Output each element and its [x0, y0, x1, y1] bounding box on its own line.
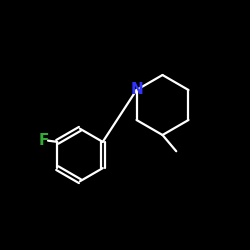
Text: N: N [130, 82, 143, 98]
Text: F: F [38, 133, 49, 148]
